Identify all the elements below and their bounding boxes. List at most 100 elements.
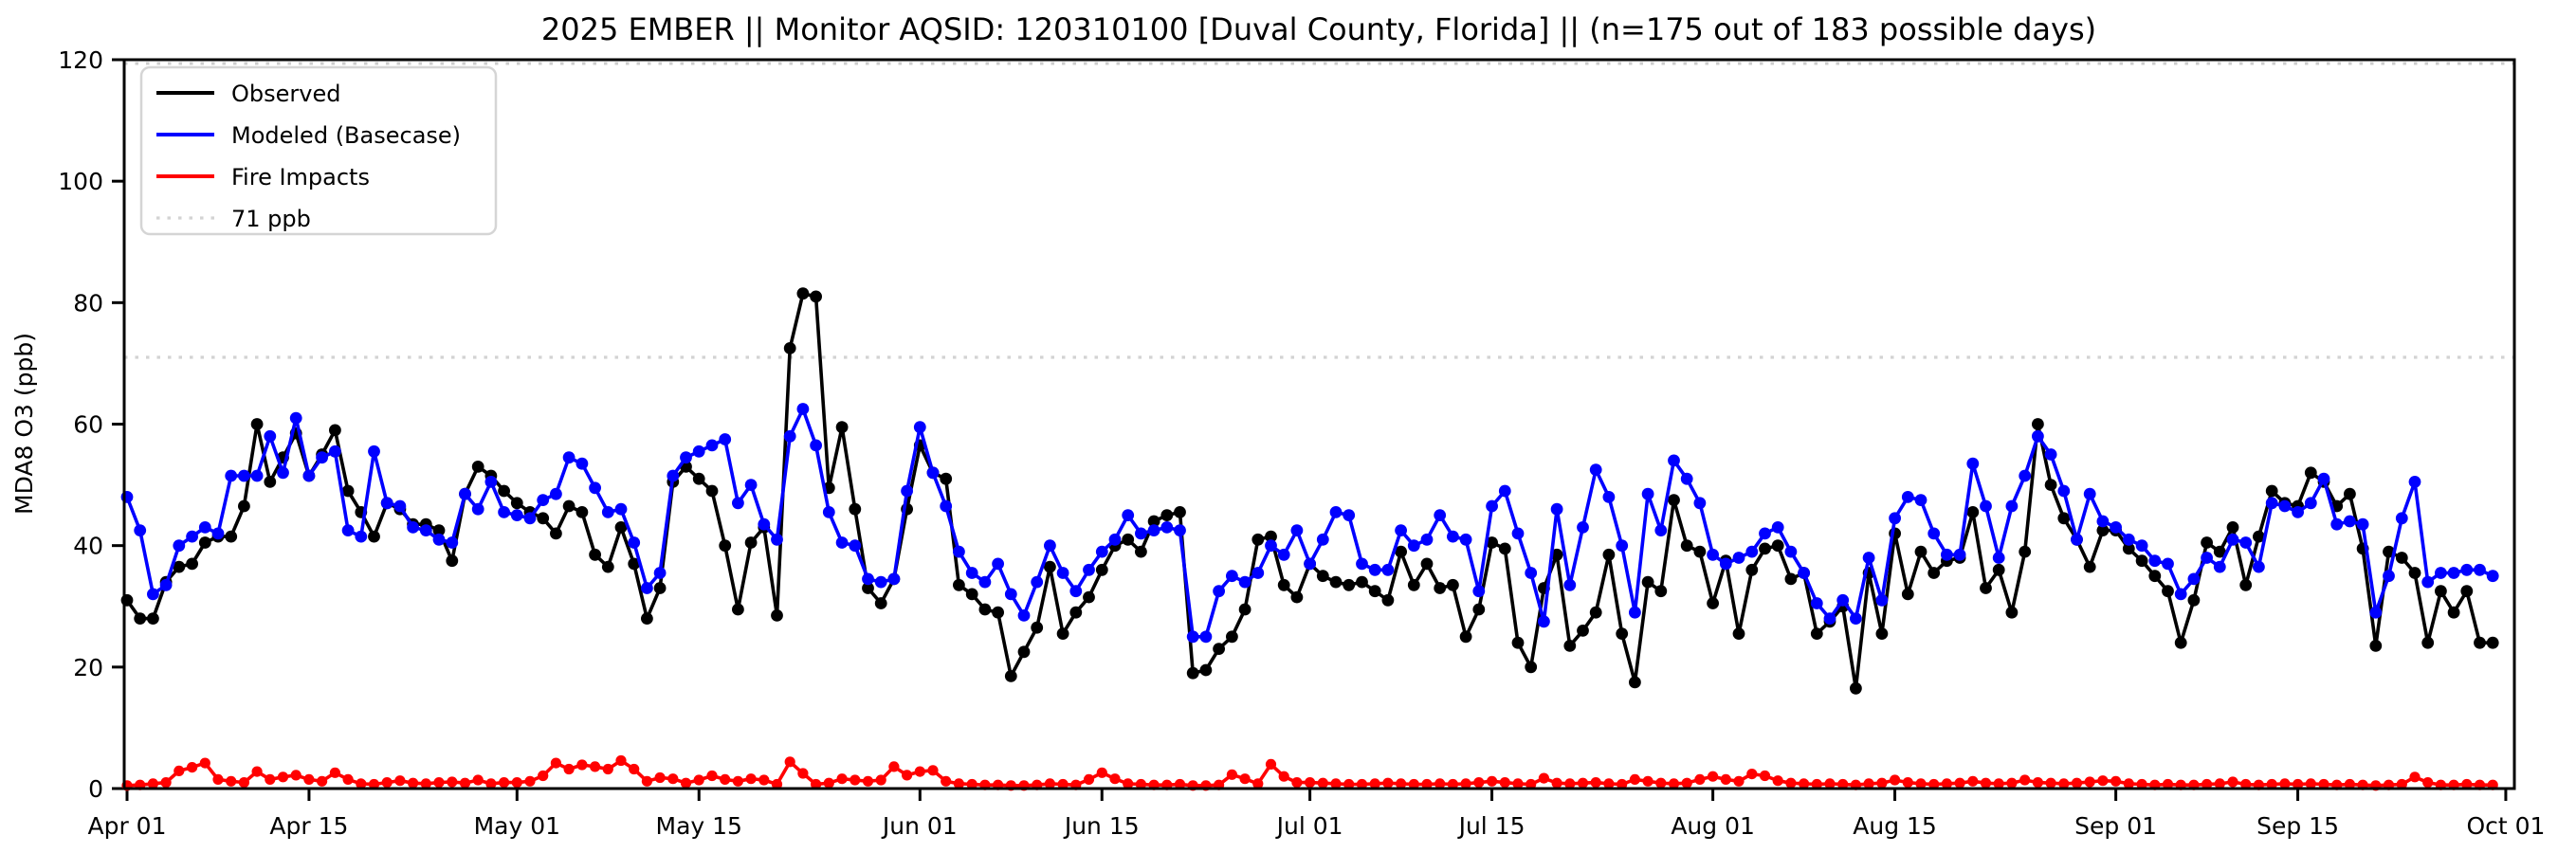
data-point-marker xyxy=(407,521,419,534)
data-point-marker xyxy=(225,469,238,482)
data-point-marker xyxy=(355,530,368,543)
data-point-marker xyxy=(2162,585,2174,598)
data-point-marker xyxy=(1277,548,1290,561)
data-point-marker xyxy=(1265,539,1277,553)
data-point-marker xyxy=(1396,778,1407,789)
data-point-marker xyxy=(615,754,627,767)
data-point-marker xyxy=(1577,521,1589,534)
data-point-marker xyxy=(225,530,238,543)
data-point-marker xyxy=(705,439,719,452)
data-point-marker xyxy=(2460,563,2474,576)
data-point-marker xyxy=(2096,524,2110,536)
data-point-marker xyxy=(1810,627,1823,640)
data-point-marker xyxy=(289,411,302,425)
data-point-marker xyxy=(654,771,666,784)
data-point-marker xyxy=(1694,773,1706,786)
data-point-marker xyxy=(562,499,575,513)
data-point-marker xyxy=(408,777,419,789)
data-point-marker xyxy=(1914,545,1927,558)
data-point-marker xyxy=(1447,578,1459,591)
data-point-marker xyxy=(134,524,147,536)
data-point-marker xyxy=(1862,552,1875,564)
data-point-marker xyxy=(174,765,185,777)
data-point-marker xyxy=(186,557,199,571)
plot-area: 0 20 40 60 80 100 120 Apr 01 Apr 15 May 01 May 15 J… xyxy=(58,46,2545,840)
data-point-marker xyxy=(1486,499,1498,513)
data-point-marker xyxy=(173,560,186,573)
data-point-marker xyxy=(1693,545,1707,558)
data-point-marker xyxy=(147,612,159,625)
data-point-marker xyxy=(1941,778,1952,789)
data-point-marker xyxy=(1499,777,1510,789)
data-point-marker xyxy=(1368,585,1381,598)
data-point-marker xyxy=(265,773,276,786)
data-point-marker xyxy=(1901,491,1914,503)
data-point-marker xyxy=(797,768,809,779)
data-point-marker xyxy=(341,524,355,536)
data-point-marker xyxy=(1602,548,1616,561)
data-point-marker xyxy=(1629,676,1641,689)
data-point-marker xyxy=(2071,777,2083,789)
data-point-marker xyxy=(393,499,407,513)
data-point-marker xyxy=(1381,593,1395,607)
data-point-marker xyxy=(1654,585,1668,598)
data-point-marker xyxy=(783,342,796,354)
data-point-marker xyxy=(1785,777,1797,789)
data-point-marker xyxy=(1980,499,1992,513)
data-point-marker xyxy=(2486,570,2499,583)
data-point-marker xyxy=(563,763,575,775)
data-point-marker xyxy=(693,774,704,786)
data-point-marker xyxy=(1407,539,1420,553)
data-point-marker xyxy=(667,469,680,482)
data-point-marker xyxy=(1641,575,1654,589)
data-point-marker xyxy=(1265,758,1277,771)
data-point-marker xyxy=(758,774,770,786)
data-point-marker xyxy=(1044,778,1055,789)
data-point-marker xyxy=(2396,778,2407,790)
data-point-marker xyxy=(1603,778,1615,789)
data-point-marker xyxy=(628,536,641,549)
data-point-marker xyxy=(1993,778,2004,789)
data-point-marker xyxy=(316,451,328,464)
data-point-marker xyxy=(226,775,237,787)
legend-label: Modeled (Basecase) xyxy=(231,122,461,149)
data-point-marker xyxy=(1213,643,1225,655)
data-point-marker xyxy=(2408,567,2421,579)
data-point-marker xyxy=(1291,777,1303,789)
data-point-marker xyxy=(1875,593,1889,607)
data-point-marker xyxy=(317,775,328,787)
y-tick-label: 0 xyxy=(88,775,103,803)
data-point-marker xyxy=(2422,777,2434,789)
data-point-marker xyxy=(2174,636,2187,649)
data-point-marker xyxy=(329,767,340,778)
series-modeled-basecase- xyxy=(120,403,2499,644)
data-point-marker xyxy=(2421,636,2435,649)
data-point-marker xyxy=(303,773,315,786)
data-point-marker xyxy=(302,469,316,482)
data-point-marker xyxy=(1083,773,1095,786)
data-point-marker xyxy=(2187,572,2201,586)
data-point-marker xyxy=(1356,778,1368,790)
data-point-marker xyxy=(2486,636,2499,649)
data-point-marker xyxy=(575,506,589,518)
data-point-marker xyxy=(744,479,758,491)
data-point-marker xyxy=(940,472,953,485)
data-point-marker xyxy=(913,421,926,434)
data-point-marker xyxy=(745,773,757,785)
data-point-marker xyxy=(537,494,550,506)
data-point-marker xyxy=(1226,630,1238,644)
data-point-marker xyxy=(1654,524,1668,536)
data-point-marker xyxy=(2187,593,2201,607)
data-point-marker xyxy=(1382,777,1394,789)
data-point-marker xyxy=(614,521,628,534)
data-point-marker xyxy=(822,506,835,518)
data-point-marker xyxy=(1199,630,1213,644)
y-tick-label: 100 xyxy=(58,168,103,195)
data-point-marker xyxy=(1369,778,1380,789)
data-point-marker xyxy=(978,603,992,616)
data-point-marker xyxy=(1837,778,1849,790)
data-point-marker xyxy=(2292,506,2305,518)
data-point-marker xyxy=(1668,454,1680,467)
data-point-marker xyxy=(432,524,446,536)
data-point-marker xyxy=(1329,506,1343,518)
